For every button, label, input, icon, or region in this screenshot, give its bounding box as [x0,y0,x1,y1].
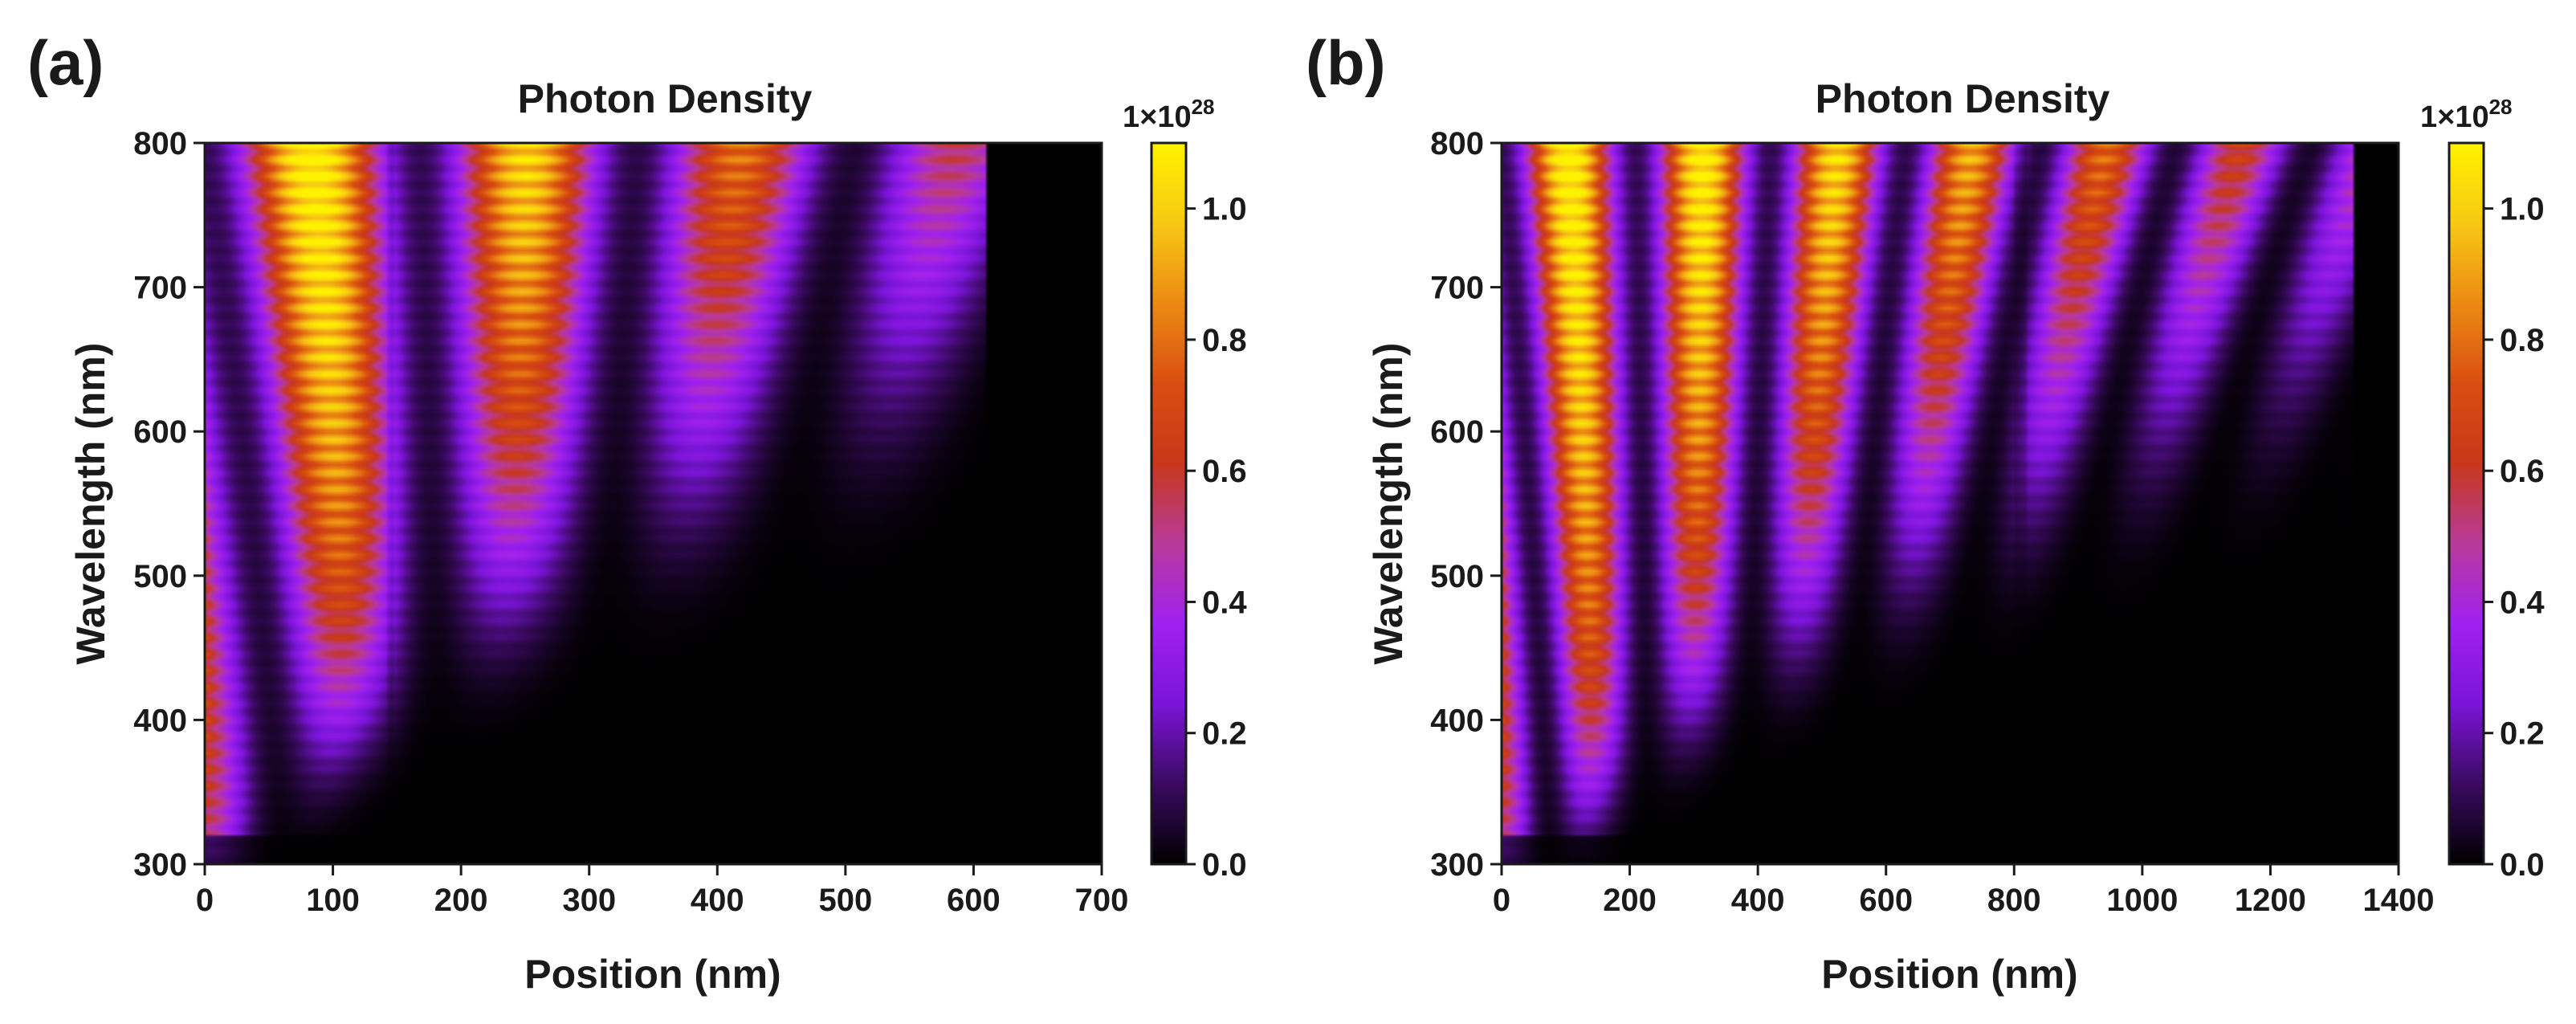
x-tick-label: 800 [1987,883,2041,918]
x-tick-label: 300 [562,883,616,918]
y-tick-label: 400 [1430,703,1484,738]
y-tick-label: 300 [133,847,187,883]
x-tick-label: 0 [1493,883,1510,918]
x-tick-label: 1000 [2106,883,2178,918]
y-tick-label: 800 [1430,126,1484,161]
panel-a: (a) Photon Density 0 100 200 300 400 500 600 70… [27,27,1247,997]
panel-a-y-axis-label: Wavelength (nm) [68,343,113,665]
panel-a-heatmap-image [205,143,1102,864]
panel-a-plot-frame [203,141,1103,866]
x-tick-label: 400 [691,883,744,918]
y-tick-label: 500 [1430,559,1484,594]
colorbar-tick-label: 0.0 [1202,847,1247,883]
x-tick-label: 600 [947,883,1001,918]
y-tick-label: 700 [133,271,187,306]
x-tick-label: 700 [1075,883,1129,918]
y-tick-label: 400 [133,703,187,738]
panel-b-colorbar-multiplier-base: 1×10 [2420,100,2489,134]
x-tick-label: 0 [196,883,214,918]
x-tick-label: 100 [306,883,360,918]
panel-b-colorbar-multiplier-exp: 28 [2489,95,2513,119]
panel-a-x-axis-label: Position (nm) [524,952,781,997]
y-tick-label: 600 [133,414,187,450]
colorbar-tick-label: 0.0 [2500,847,2545,883]
panel-b-y-ticks: 300 400 500 600 700 800 [1430,126,1502,883]
y-tick-label: 800 [133,126,187,161]
colorbar-tick-label: 0.4 [1202,585,1247,620]
panel-a-title: Photon Density [518,76,813,121]
x-tick-label: 400 [1731,883,1785,918]
colorbar-tick-label: 0.6 [1202,454,1247,489]
panel-a-label: (a) [27,27,104,98]
colorbar-tick-label: 1.0 [2500,192,2545,227]
y-tick-label: 500 [133,559,187,594]
panel-b-y-axis-label: Wavelength (nm) [1366,343,1411,665]
panel-b-title: Photon Density [1816,76,2110,121]
panel-a-colorbar-multiplier-exp: 28 [1192,95,1215,119]
x-tick-label: 500 [818,883,872,918]
panel-a-heatmap [205,143,1102,864]
y-tick-label: 300 [1430,847,1484,883]
colorbar-tick-label: 0.4 [2500,585,2545,620]
panel-a-y-ticks: 300 400 500 600 700 800 [133,126,205,883]
panel-b-colorbar-multiplier: 1×1028 [2420,95,2513,134]
y-tick-label: 700 [1430,271,1484,306]
colorbar-tick-label: 1.0 [1202,192,1247,227]
colorbar-tick-label: 0.2 [2500,716,2545,752]
panel-a-colorbar-ticks: 0.0 0.2 0.4 0.6 0.8 1.0 [1186,192,1247,883]
panel-b: (b) Photon Density 0 200 400 600 800 1000 1200… [1306,27,2545,997]
panel-a-colorbar [1150,141,1188,866]
x-tick-label: 1200 [2235,883,2306,918]
panel-b-colorbar-ticks: 0.0 0.2 0.4 0.6 0.8 1.0 [2484,192,2545,883]
colorbar-tick-label: 0.8 [2500,323,2545,358]
x-tick-label: 200 [434,883,488,918]
x-tick-label: 200 [1603,883,1657,918]
panel-a-colorbar-multiplier: 1×1028 [1123,95,1215,134]
colorbar-tick-label: 0.2 [1202,716,1247,752]
panel-b-heatmap-image [1502,143,2399,864]
panel-b-x-axis-label: Position (nm) [1821,952,2077,997]
x-tick-label: 600 [1859,883,1913,918]
y-tick-label: 600 [1430,414,1484,450]
panel-b-label: (b) [1306,27,1386,98]
panel-b-heatmap [1502,143,2399,864]
panel-b-plot-frame [1500,141,2400,866]
x-tick-label: 1400 [2363,883,2435,918]
panel-a-x-ticks: 0 100 200 300 400 500 600 700 [196,864,1129,918]
panel-b-x-ticks: 0 200 400 600 800 1000 1200 1400 [1493,864,2435,918]
panel-a-colorbar-multiplier-base: 1×10 [1123,100,1192,134]
colorbar-tick-label: 0.8 [1202,323,1247,358]
panel-b-colorbar [2448,141,2485,866]
colorbar-tick-label: 0.6 [2500,454,2545,489]
